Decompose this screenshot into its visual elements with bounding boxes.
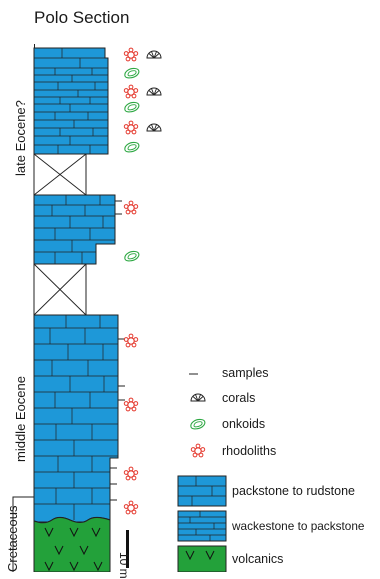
legend-packstone-swatch [177,475,227,507]
cretaceous-bracket [12,496,34,572]
unit-middle-eocene [33,314,119,523]
scale-label: 10 m [117,552,131,579]
unit-cretaceous-volcanics [33,517,111,572]
legend-samples-label: samples [222,366,269,380]
legend-onkoid-icon [190,418,206,430]
section-title: Polo Section [34,8,130,27]
legend-volcanics-swatch [177,545,227,572]
fossil-symbols [123,47,162,515]
unit-late-eocene-1 [33,47,109,155]
legend-wackestone-swatch [177,510,227,542]
legend-symbols [177,373,227,572]
covered-interval-2 [33,263,87,316]
legend-onkoids-label: onkoids [222,417,266,431]
unit-late-eocene-2 [33,194,116,265]
legend-rhodoliths-label: rhodoliths [222,444,277,458]
scale-bar [126,530,129,568]
legend-rhodolith-icon [190,443,206,458]
legend-coral-icon [190,393,206,402]
legend-volcanics-label: volcanics [232,552,284,566]
legend-packstone-label: packstone to rudstone [232,484,355,498]
legend-corals-label: corals [222,391,256,405]
sample-ticks [110,200,125,501]
covered-interval-1 [33,153,87,196]
legend-wackestone-label: wackestone to packstone [232,519,365,533]
